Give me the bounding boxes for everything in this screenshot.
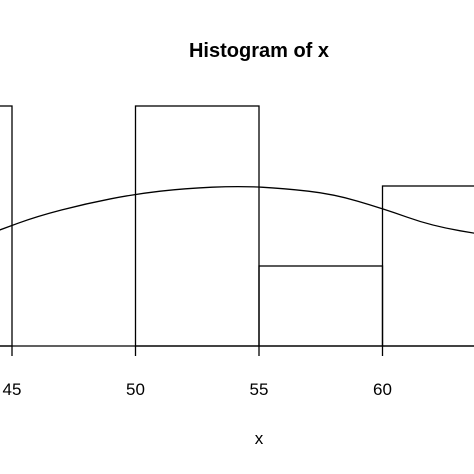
x-tick-label-60: 60 bbox=[373, 380, 392, 399]
x-tick-label-55: 55 bbox=[250, 380, 269, 399]
x-tick-label-45: 45 bbox=[3, 380, 22, 399]
density-curve bbox=[0, 185, 474, 234]
chart-title: Histogram of x bbox=[189, 40, 329, 62]
histogram-bars bbox=[0, 105, 474, 347]
histogram-bar-3 bbox=[258, 265, 384, 347]
x-tick-label-50: 50 bbox=[126, 380, 145, 399]
x-axis-ticks: 45 50 55 60 bbox=[3, 346, 392, 399]
x-axis-label: x bbox=[255, 429, 264, 448]
histogram-bar-2 bbox=[134, 105, 260, 347]
histogram-bar-4 bbox=[381, 185, 474, 347]
